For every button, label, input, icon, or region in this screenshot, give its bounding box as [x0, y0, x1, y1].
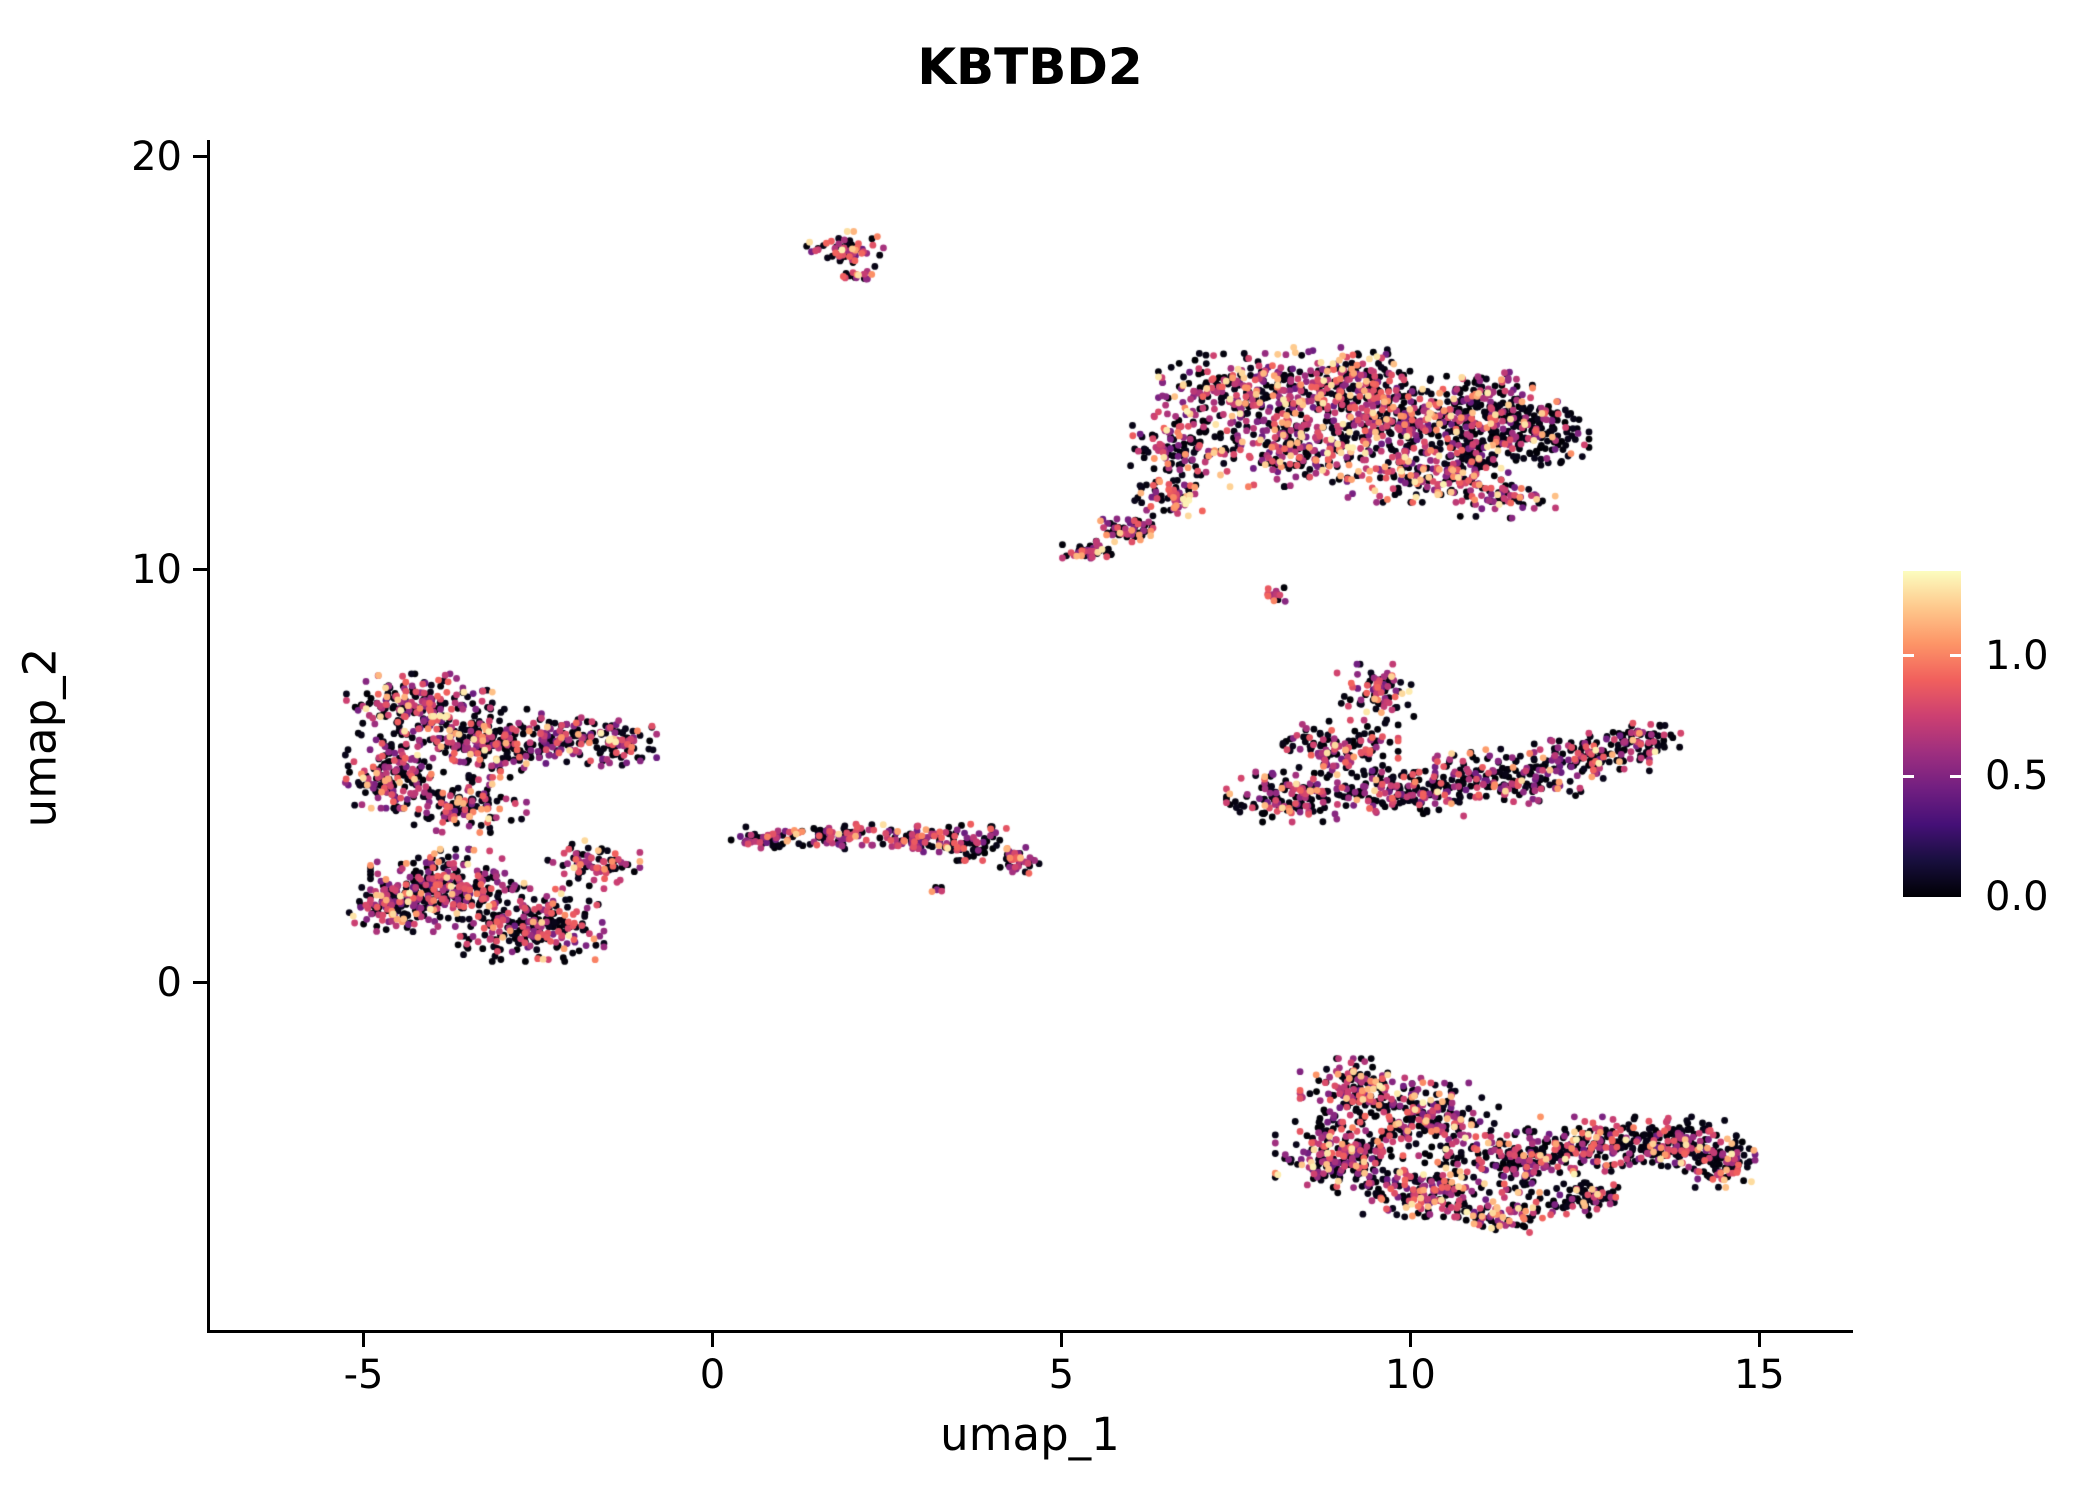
y-tick-label: 0 [156, 959, 182, 1006]
colorbar-tick-label: 1.0 [1985, 632, 2049, 679]
x-axis-title: umap_1 [940, 1408, 1120, 1461]
colorbar-tick-notch [1903, 774, 1914, 778]
expression-colorbar [1903, 571, 1961, 897]
umap-points-canvas [210, 140, 1850, 1330]
y-tick-mark [193, 568, 207, 572]
x-tick-mark [362, 1333, 366, 1347]
x-tick-mark [710, 1333, 714, 1347]
x-tick-mark [1408, 1333, 1412, 1347]
colorbar-tick-notch [1950, 654, 1961, 658]
y-tick-label: 10 [131, 546, 182, 593]
y-tick-mark [193, 155, 207, 159]
x-tick-label: 10 [1384, 1352, 1436, 1398]
x-tick-label: 0 [699, 1352, 726, 1398]
y-axis-title: umap_2 [13, 647, 67, 828]
x-tick-mark [1059, 1333, 1063, 1347]
colorbar-tick-notch [1903, 654, 1914, 658]
x-tick-label: 5 [1048, 1352, 1075, 1398]
x-tick-label: 15 [1733, 1352, 1785, 1398]
colorbar-gradient [1903, 571, 1961, 897]
colorbar-tick-label: 0.0 [1985, 874, 2049, 920]
y-tick-mark [193, 981, 207, 985]
y-axis-line [207, 140, 210, 1333]
x-axis-line [207, 1330, 1853, 1333]
colorbar-tick-label: 0.5 [1985, 753, 2049, 800]
x-tick-mark [1757, 1333, 1761, 1347]
y-tick-label: 20 [131, 133, 182, 180]
colorbar-tick-notch [1950, 774, 1961, 778]
chart-title: KBTBD2 [917, 38, 1143, 96]
x-tick-label: -5 [343, 1352, 384, 1398]
plot-area [210, 140, 1850, 1330]
